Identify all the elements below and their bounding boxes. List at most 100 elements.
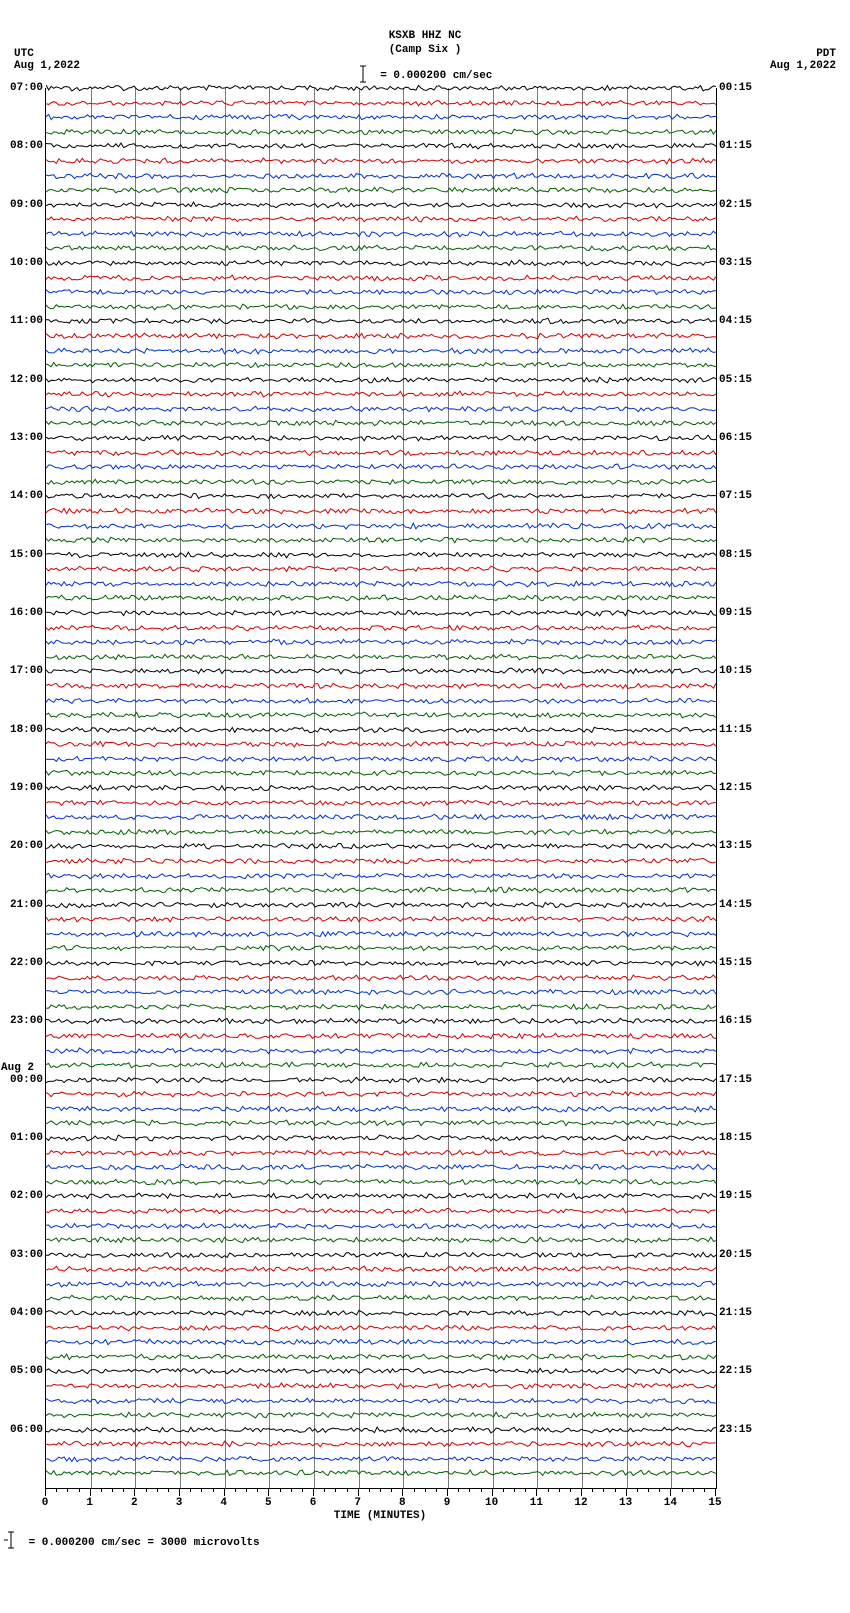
x-tick-label: 13 [616,1497,636,1509]
seismic-trace [46,1408,716,1422]
seismic-trace [46,1233,716,1247]
seismic-trace [46,927,716,941]
seismic-trace [46,956,716,970]
footer-scale: = 0.000200 cm/sec = 3000 microvolts [4,1531,260,1553]
x-tick-minor [79,1488,80,1492]
seismic-trace [46,1335,716,1349]
pdt-hour-label: 19:15 [719,1190,779,1202]
seismic-trace [46,1219,716,1233]
seismic-trace [46,1452,716,1466]
seismic-trace [46,373,716,387]
seismic-trace [46,1204,716,1218]
seismic-trace [46,1160,716,1174]
seismic-trace [46,1073,716,1087]
seismic-trace [46,941,716,955]
seismic-trace [46,562,716,576]
seismic-trace [46,198,716,212]
seismic-trace [46,314,716,328]
seismic-trace [46,694,716,708]
seismic-trace [46,869,716,883]
seismic-trace [46,1087,716,1101]
pdt-hour-label: 12:15 [719,782,779,794]
x-tick-major [715,1488,716,1496]
utc-hour-label: 20:00 [1,840,43,852]
pdt-hour-label: 03:15 [719,257,779,269]
pdt-hour-label: 18:15 [719,1132,779,1144]
pdt-hour-label: 08:15 [719,549,779,561]
seismic-trace [46,912,716,926]
x-tick-major [581,1488,582,1496]
seismic-trace [46,1102,716,1116]
seismic-trace [46,183,716,197]
seismic-trace [46,1394,716,1408]
seismic-trace [46,533,716,547]
seismic-trace [46,227,716,241]
seismic-trace [46,781,716,795]
x-tick-minor [190,1488,191,1492]
seismic-trace [46,1437,716,1451]
pdt-hour-label: 23:15 [719,1424,779,1436]
x-tick-minor [235,1488,236,1492]
seismic-trace [46,971,716,985]
utc-hour-label: 02:00 [1,1190,43,1202]
x-tick-label: 6 [303,1497,323,1509]
seismic-trace [46,96,716,110]
utc-day-label: Aug 2 [1,1062,43,1074]
x-tick-minor [525,1488,526,1492]
pdt-hour-label: 11:15 [719,724,779,736]
seismic-trace [46,839,716,853]
x-tick-label: 5 [258,1497,278,1509]
x-tick-major [447,1488,448,1496]
utc-hour-label: 00:00 [1,1074,43,1086]
x-tick-minor [548,1488,549,1492]
x-tick-minor [123,1488,124,1492]
x-tick-minor [257,1488,258,1492]
seismic-trace [46,1466,716,1480]
x-tick-minor [481,1488,482,1492]
pdt-hour-label: 02:15 [719,199,779,211]
seismic-trace [46,212,716,226]
pdt-hour-label: 14:15 [719,899,779,911]
utc-hour-label: 03:00 [1,1249,43,1261]
tz-left-date: Aug 1,2022 [14,60,80,72]
x-tick-minor [659,1488,660,1492]
seismic-trace [46,446,716,460]
seismic-trace [46,1189,716,1203]
x-tick-label: 9 [437,1497,457,1509]
x-tick-minor [682,1488,683,1492]
x-tick-minor [335,1488,336,1492]
seismic-trace [46,241,716,255]
x-tick-label: 14 [660,1497,680,1509]
x-tick-major [492,1488,493,1496]
seismic-trace [46,271,716,285]
x-tick-minor [246,1488,247,1492]
seismic-trace [46,985,716,999]
pdt-hour-label: 04:15 [719,315,779,327]
x-tick-label: 2 [124,1497,144,1509]
x-tick-label: 15 [705,1497,725,1509]
x-tick-minor [592,1488,593,1492]
seismic-trace [46,387,716,401]
x-tick-label: 0 [35,1497,55,1509]
x-tick-label: 12 [571,1497,591,1509]
pdt-hour-label: 15:15 [719,957,779,969]
x-tick-minor [559,1488,560,1492]
seismic-trace [46,650,716,664]
x-tick-major [90,1488,91,1496]
pdt-hour-label: 07:15 [719,490,779,502]
seismic-trace [46,475,716,489]
seismic-trace [46,664,716,678]
utc-hour-label: 06:00 [1,1424,43,1436]
x-tick-minor [157,1488,158,1492]
x-tick-minor [302,1488,303,1492]
footer-scale-bar-icon [4,1531,18,1553]
seismic-trace [46,402,716,416]
seismic-trace [46,810,716,824]
tz-right-block: PDT Aug 1,2022 [770,48,836,72]
seismic-trace [46,1379,716,1393]
tz-left-block: UTC Aug 1,2022 [14,48,80,72]
pdt-hour-label: 01:15 [719,140,779,152]
x-tick-major [402,1488,403,1496]
seismic-trace [46,1175,716,1189]
x-tick-label: 10 [482,1497,502,1509]
